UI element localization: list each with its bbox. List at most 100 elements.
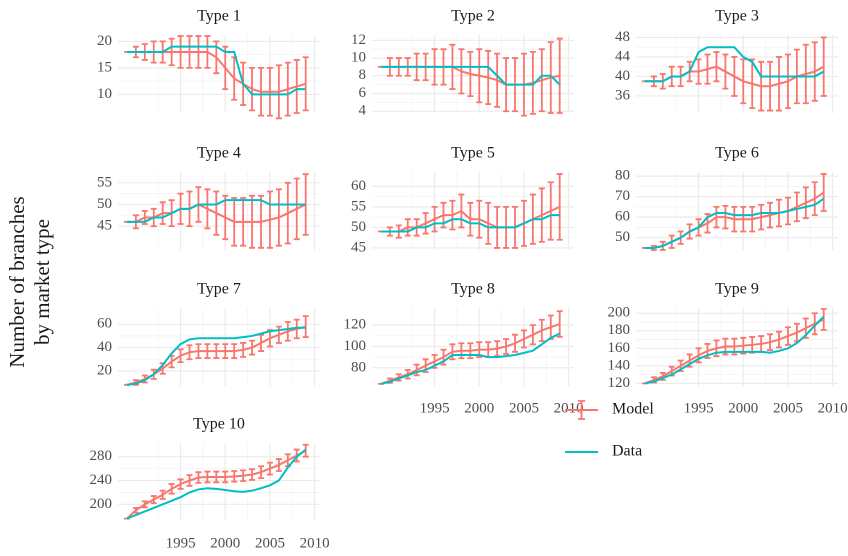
error-bar <box>404 218 411 237</box>
y-tick-label: 48 <box>615 29 630 45</box>
error-bar <box>293 318 300 340</box>
y-tick-label: 8 <box>359 67 367 83</box>
error-bar <box>275 188 282 247</box>
error-bar <box>204 35 211 69</box>
error-bar <box>258 194 265 249</box>
x-tick-label: 2010 <box>554 400 584 416</box>
error-bar <box>749 205 756 233</box>
error-bar <box>485 50 492 106</box>
error-bar <box>713 205 720 229</box>
y-tick-label: 55 <box>97 174 112 190</box>
y-tick-label: 60 <box>97 316 112 332</box>
error-bar <box>266 190 273 249</box>
error-bar <box>485 201 492 245</box>
x-tick-label: 2000 <box>210 535 240 551</box>
error-bar <box>266 461 273 476</box>
error-bar <box>186 474 193 487</box>
error-bar <box>811 41 818 102</box>
y-tick-label: 280 <box>90 448 113 464</box>
y-tick-label: 36 <box>615 87 631 103</box>
error-bar <box>413 363 420 377</box>
error-bar <box>731 205 738 233</box>
y-tick-label: 20 <box>97 362 112 378</box>
error-bar <box>494 52 501 108</box>
y-tick-label: 10 <box>351 49 366 65</box>
y-tick-label: 20 <box>97 33 112 49</box>
panel-title: Type 1 <box>197 8 241 25</box>
error-bar <box>213 343 220 359</box>
error-bar <box>258 66 265 117</box>
y-tick-label: 100 <box>344 338 367 354</box>
y-tick-label: 70 <box>615 188 630 204</box>
x-tick-label: 2000 <box>464 400 494 416</box>
x-tick-label: 2010 <box>300 535 330 551</box>
error-bar <box>240 342 247 358</box>
error-bar <box>458 48 465 95</box>
error-bar <box>422 212 429 235</box>
error-bar <box>758 203 765 231</box>
legend-swatch <box>578 400 585 420</box>
error-bar <box>222 194 229 241</box>
series-line <box>644 46 825 83</box>
error-bar <box>740 205 747 233</box>
error-bar <box>767 60 774 112</box>
error-bar <box>168 483 175 495</box>
y-tick-label: 120 <box>608 375 631 391</box>
error-bar <box>467 201 474 237</box>
y-tick-label: 200 <box>90 496 113 512</box>
y-tick-label: 15 <box>97 59 112 75</box>
panel-title: Type 3 <box>715 8 759 25</box>
y-axis-label: by market type <box>30 219 54 345</box>
error-bar <box>177 35 184 69</box>
y-tick-label: 160 <box>608 340 631 356</box>
error-bar <box>538 48 545 113</box>
error-bar <box>195 35 202 69</box>
error-bar <box>476 48 483 104</box>
error-bar <box>249 66 256 112</box>
error-bar <box>820 173 827 212</box>
error-bar <box>204 343 211 359</box>
error-bar <box>556 173 563 241</box>
panel-title: Type 5 <box>451 145 495 162</box>
error-bar <box>449 199 456 231</box>
error-bar <box>293 59 300 114</box>
y-tick-label: 45 <box>351 239 366 255</box>
x-tick-label: 2010 <box>818 400 848 416</box>
error-bar <box>512 333 519 353</box>
error-bar <box>141 500 148 509</box>
error-bar <box>520 329 527 349</box>
error-bar <box>186 344 193 361</box>
error-bar <box>695 58 702 85</box>
error-bar <box>820 307 827 331</box>
y-tick-label: 4 <box>359 103 367 119</box>
error-bar <box>556 37 563 114</box>
error-bar <box>249 339 256 356</box>
error-bar <box>240 197 247 247</box>
y-axis-label: Number of branches <box>5 196 29 367</box>
error-bar <box>404 369 411 380</box>
error-bar <box>740 58 747 105</box>
error-bar <box>195 343 202 359</box>
error-bar <box>168 37 175 67</box>
error-bar <box>159 489 166 500</box>
y-tick-label: 50 <box>97 196 112 212</box>
series-line <box>644 197 825 249</box>
series-line <box>644 316 825 385</box>
error-bar <box>231 197 238 247</box>
error-bar <box>538 318 545 343</box>
error-bar <box>802 186 809 220</box>
error-bar <box>266 66 273 117</box>
error-bar <box>713 51 720 83</box>
error-bar <box>547 181 554 241</box>
error-bar <box>275 458 282 472</box>
error-bar <box>284 181 291 245</box>
y-tick-label: 80 <box>351 359 366 375</box>
y-tick-label: 200 <box>608 305 631 321</box>
error-bar <box>731 56 738 97</box>
error-bar <box>213 470 220 484</box>
y-tick-label: 40 <box>97 339 112 355</box>
error-bar <box>302 56 309 112</box>
error-bar <box>529 50 536 115</box>
x-tick-label: 1995 <box>420 400 450 416</box>
